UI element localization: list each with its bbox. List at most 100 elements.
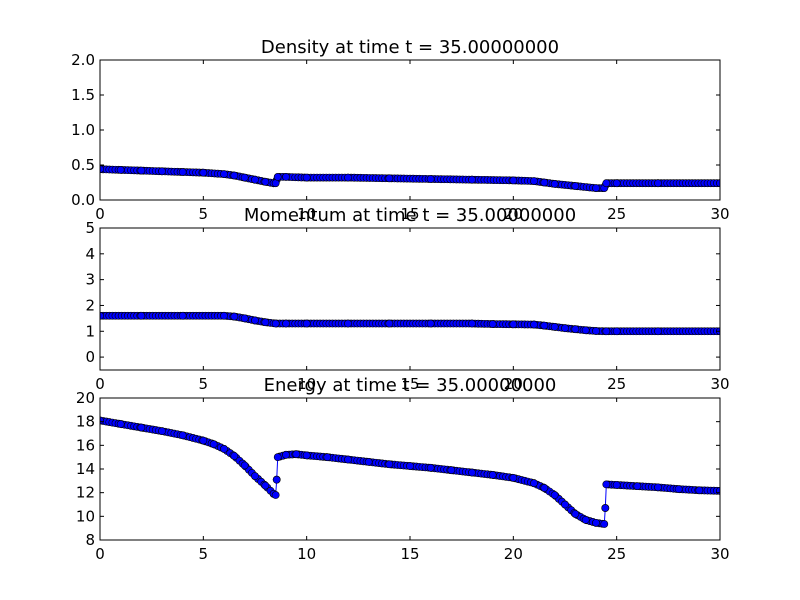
energy-data-point [230,452,239,460]
energy-x-tick-label: 5 [199,545,209,563]
energy-y-tick-label: 14 [76,460,95,478]
momentum-data-point [282,319,290,328]
energy-data-point [674,485,683,494]
energy-y-tick-label: 8 [85,531,95,549]
momentum-data-point [178,311,187,320]
energy-data-point [292,450,301,459]
momentum-data-point [571,325,580,334]
energy-x-tick-label: 20 [504,545,523,563]
density-data-point [273,172,282,181]
density-data-point [261,177,270,186]
energy-data-point [426,463,435,472]
energy-data-point [137,423,146,432]
momentum-data-point [468,319,476,328]
energy-data-point [344,455,352,464]
momentum-y-tick-label: 0 [85,348,95,366]
density-x-tick-label: 10 [297,205,316,223]
energy-data-point [199,436,208,445]
density-data-point [220,170,228,178]
energy-y-tick-label: 18 [76,413,95,431]
momentum-data-point [509,320,518,329]
density-data-point [571,182,580,190]
density-data-point [550,179,559,188]
energy-data-point [581,515,590,524]
density-y-tick-label: 1.5 [71,86,95,104]
density-data-point [230,171,239,180]
density-data-point [612,179,621,188]
energy-data-point [602,480,611,489]
energy-x-tick-label: 0 [95,545,105,563]
energy-data-point [251,472,259,480]
energy-data-point [323,453,332,462]
momentum-data-point [302,319,311,328]
density-data-point [116,165,125,174]
density-data-point [240,173,249,182]
energy-data-point [488,471,497,479]
energy-data-point [654,483,662,492]
energy-y-tick-label: 12 [76,484,95,502]
energy-data-point [633,482,642,491]
energy-data-point [406,462,414,470]
density-data-point [251,175,259,184]
momentum-x-tick-label: 10 [297,375,316,393]
momentum-x-tick-label: 25 [607,375,626,393]
density-data-point [158,167,166,176]
energy-data-point [158,427,166,436]
momentum-data-point [251,316,259,325]
energy-data-point [209,440,218,449]
momentum-data-point [592,327,600,335]
momentum-data-point [581,326,590,335]
momentum-data-point [488,320,497,328]
energy-data-point [261,481,270,490]
density-data-point [468,175,476,184]
density-data-point [199,168,208,177]
momentum-data-point [602,327,611,336]
density-series [100,165,720,192]
momentum-series [100,311,720,336]
energy-y-tick-label: 16 [76,436,95,454]
energy-data-point [600,520,609,528]
momentum-data-point [271,319,280,328]
momentum-x-tick-label: 0 [95,375,105,393]
energy-data-point [178,431,187,440]
density-x-tick-label: 20 [504,205,523,223]
energy-data-point [364,457,373,466]
energy-data-point [302,451,311,460]
energy-data-point [282,450,290,459]
density-data-point [540,178,549,187]
energy-x-tick-label: 30 [710,545,729,563]
density-data-point [602,179,611,188]
momentum-data-point [385,319,394,328]
density-data-point [592,184,600,192]
momentum-data-point [530,320,538,329]
energy-data-point [601,504,610,512]
density-data-point [530,177,538,185]
momentum-data-point [612,327,621,336]
energy-series [100,416,720,528]
density-data-point [654,179,662,188]
energy-data-point [220,444,228,453]
energy-data-point [273,453,282,462]
energy-x-tick-label: 15 [400,545,419,563]
density-x-tick-label: 25 [607,205,626,223]
energy-y-tick-label: 10 [76,507,95,525]
density-data-point [509,176,518,185]
density-x-tick-label: 15 [400,205,419,223]
momentum-y-tick-label: 2 [85,296,95,314]
energy-y-tick-label: 20 [76,389,95,407]
density-axes: 0 5 10 15 20 25 30 0.0 0.5 1.0 1.5 2.0 Density at ti… [71,37,729,223]
energy-data-point [385,460,394,469]
energy-x-tick-label: 25 [607,545,626,563]
density-x-tick-label: 0 [95,205,105,223]
momentum-data-point [344,319,352,328]
momentum-y-tick-label: 1 [85,322,95,340]
energy-data-point [612,481,621,489]
momentum-data-point [550,322,559,331]
energy-data-point [540,484,549,492]
energy-data-point [561,500,569,509]
energy-x-tick-label: 10 [297,545,316,563]
density-y-tick-label: 0.5 [71,156,95,174]
momentum-data-point [540,321,549,330]
momentum-y-tick-label: 3 [85,271,95,289]
